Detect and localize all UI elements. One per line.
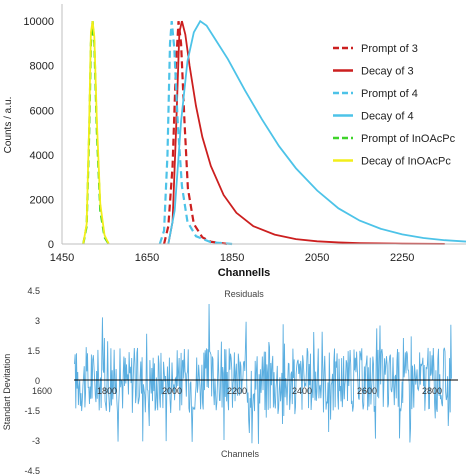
y-tick-labels: 0 2000 4000 6000 8000 10000	[23, 16, 54, 251]
x-tick-label: 2250	[390, 252, 414, 264]
x-tick-labels: 1450 1650 1850 2050 2250	[50, 252, 415, 264]
series-line	[82, 21, 110, 245]
x-tick-labels: 1600 1800 2000 2200 2400 2600 2800	[32, 386, 442, 396]
legend-label: Decay of 4	[361, 111, 414, 123]
series-line	[158, 21, 233, 246]
series-line	[167, 20, 445, 245]
legend-label: Prompt of InOAcPc	[361, 133, 456, 145]
y-axis-label: Counts / a.u.	[3, 97, 14, 154]
y-tick-label: 0	[48, 239, 54, 251]
y-tick-label: 2000	[30, 194, 54, 206]
y-tick-labels: 4.5 3 1.5 0 -1.5 -3 -4.5	[24, 286, 40, 474]
legend-label: Decay of 3	[361, 66, 414, 78]
decay-chart: 0 2000 4000 6000 8000 10000 1450 1650 1850 2050 2…	[3, 4, 467, 279]
y-tick-label: 10000	[23, 16, 54, 28]
decay-curves	[82, 19, 467, 246]
x-tick-label: 2600	[357, 386, 377, 396]
x-tick-label: 1650	[135, 252, 159, 264]
y-tick-label: -4.5	[24, 466, 40, 474]
x-tick-label: 2400	[292, 386, 312, 396]
x-tick-label: 2050	[305, 252, 329, 264]
x-tick-label: 1600	[32, 386, 52, 396]
series-line	[162, 21, 228, 246]
legend-label: Decay of InOAcPc	[361, 156, 451, 168]
y-tick-label: 0	[35, 376, 40, 386]
x-tick-label: 2000	[162, 386, 182, 396]
y-tick-label: 3	[35, 316, 40, 326]
y-axis-label: Standart Devitation	[2, 354, 12, 431]
y-tick-label: 1.5	[27, 346, 40, 356]
x-tick-label: 1450	[50, 252, 74, 264]
legend-label: Prompt of 3	[361, 43, 418, 55]
x-tick-label: 1800	[97, 386, 117, 396]
legend-label: Prompt of 4	[361, 88, 418, 100]
residuals-trace	[74, 303, 452, 444]
series-line	[167, 19, 467, 245]
x-tick-label: 1850	[220, 252, 244, 264]
y-tick-label: 4000	[30, 150, 54, 162]
x-axis-label: Channells	[218, 267, 271, 279]
y-tick-label: 8000	[30, 61, 54, 73]
y-tick-label: 6000	[30, 105, 54, 117]
legend: Prompt of 3 Decay of 3 Prompt of 4 Decay of…	[333, 43, 456, 168]
x-axis-label: Channels	[221, 449, 260, 459]
chart-title: Residuals	[224, 289, 264, 299]
y-tick-label: -3	[32, 436, 40, 446]
residuals-series	[74, 303, 452, 444]
x-tick-label: 2800	[422, 386, 442, 396]
residuals-chart: 4.5 3 1.5 0 -1.5 -3 -4.5 1600 1800 2000 2200 2400 2…	[2, 286, 458, 474]
x-tick-label: 2200	[227, 386, 247, 396]
y-tick-label: -1.5	[24, 406, 40, 416]
y-tick-label: 4.5	[27, 286, 40, 296]
